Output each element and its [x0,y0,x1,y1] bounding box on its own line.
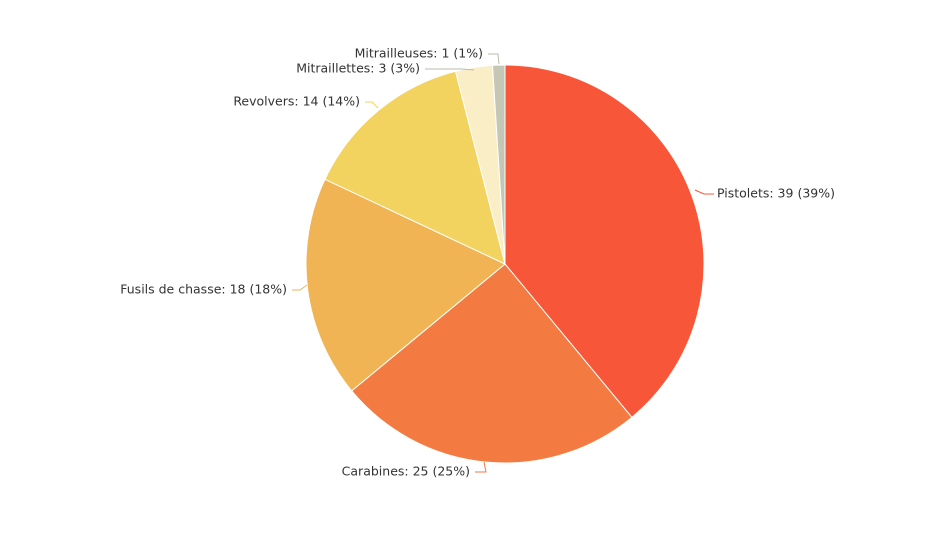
label-connector-carabines [475,461,487,473]
label-connector-revolvers [365,101,379,109]
label-connector-mitraillettes [425,68,475,71]
slice-labels: Pistolets: 39 (39%) Carabines: 25 (25%) Fu… [120,46,835,479]
label-connectors [292,53,714,473]
slice-label-fusils-de-chasse: Fusils de chasse: 18 (18%) [120,282,287,297]
pie-slice-pistolets[interactable] [504,64,705,419]
slice-label-mitrailleuses: Mitrailleuses: 1 (1%) [355,46,483,61]
pie-slices [305,64,705,464]
pie-slice-mitrailleuses[interactable] [491,64,506,265]
slice-label-carabines: Carabines: 25 (25%) [342,464,470,479]
pie-slice-fusils-de-chasse[interactable] [305,178,506,392]
slice-label-revolvers: Revolvers: 14 (14%) [233,94,360,109]
slice-label-mitraillettes: Mitraillettes: 3 (3%) [296,61,420,76]
pie-slice-revolvers[interactable] [324,70,506,265]
label-connector-fusils-de-chasse [292,284,308,291]
pie-slice-carabines[interactable] [350,263,633,464]
label-connector-pistolets [694,189,714,195]
slice-label-pistolets: Pistolets: 39 (39%) [717,186,835,201]
label-connector-mitrailleuses [488,53,500,65]
